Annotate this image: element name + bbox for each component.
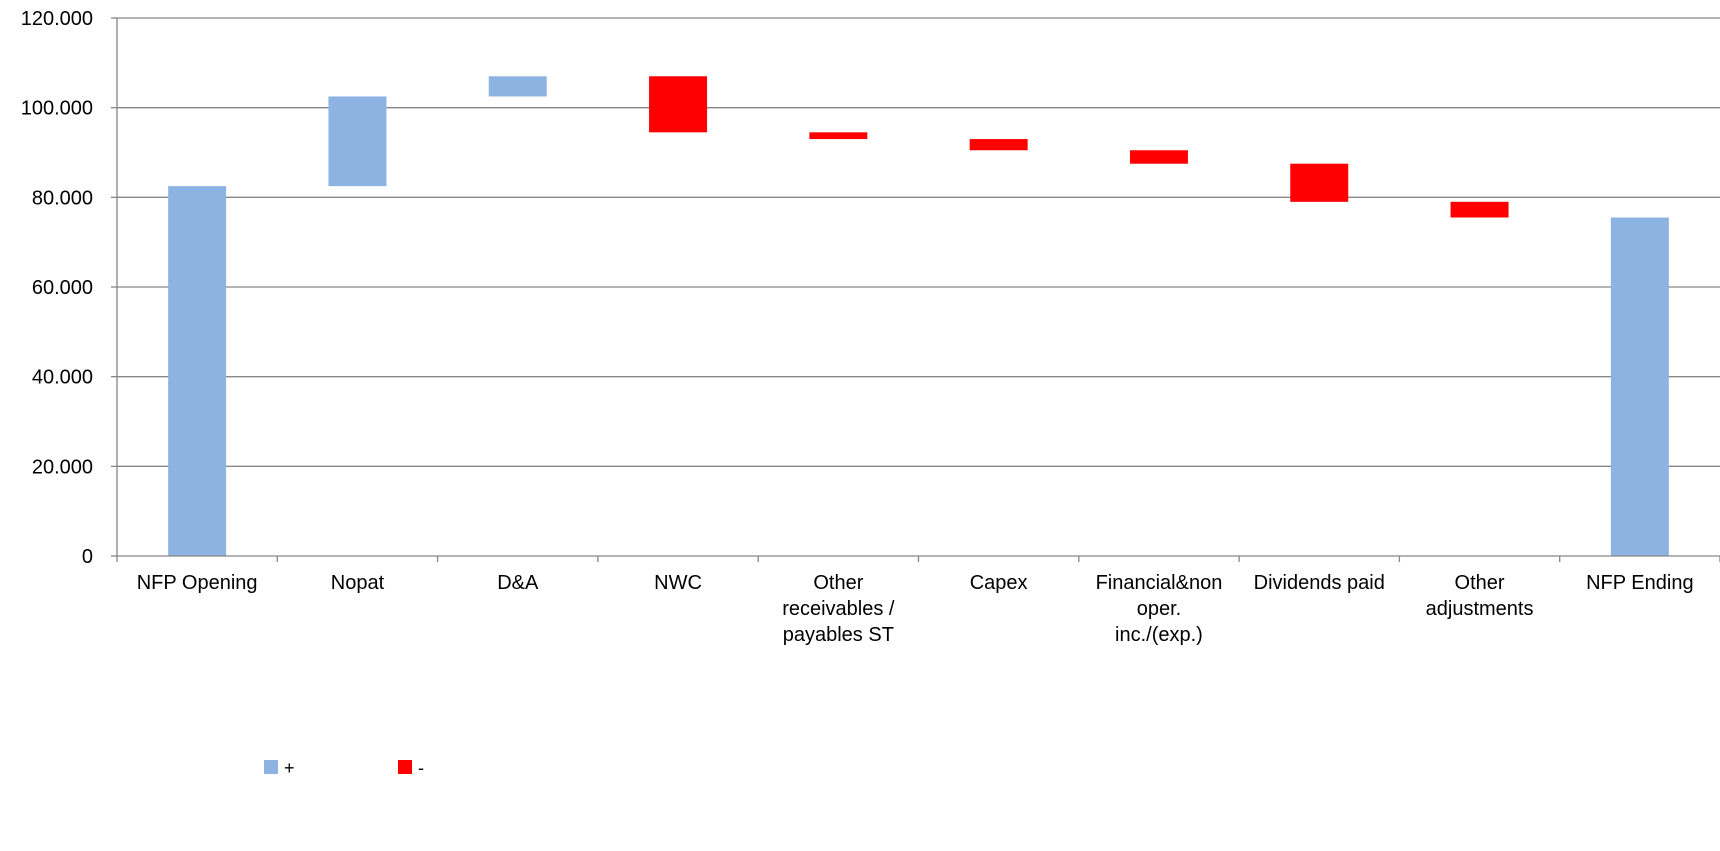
y-tick-labels: 0 20.000 40.000 60.000 80.000 100.000 120.000 — [21, 8, 93, 568]
bar — [649, 76, 708, 133]
axes — [111, 17, 1720, 562]
x-tick-label: NFP Ending — [1586, 572, 1693, 594]
bar — [1290, 163, 1349, 202]
legend-label: - — [418, 758, 424, 778]
y-tick-label: 60.000 — [32, 277, 93, 299]
x-tick-label: Financial&non oper. inc./(exp.) — [1096, 572, 1223, 646]
y-tick-label: 40.000 — [32, 367, 93, 389]
y-tick-label: 0 — [82, 546, 93, 568]
bar — [1450, 201, 1509, 218]
legend-swatch — [264, 760, 278, 774]
x-tick-label: NWC — [654, 572, 702, 594]
y-tick-label: 100.000 — [21, 98, 93, 120]
gridlines — [117, 17, 1720, 467]
bar — [1129, 150, 1188, 164]
legend-swatch — [398, 760, 412, 774]
legend: + - — [264, 758, 424, 778]
bar — [488, 76, 547, 97]
y-tick-label: 20.000 — [32, 456, 93, 478]
y-tick-label: 120.000 — [21, 8, 93, 30]
y-tick-label: 80.000 — [32, 187, 93, 209]
x-tick-label: D&A — [497, 572, 539, 594]
bar — [328, 96, 387, 187]
bar — [1610, 217, 1669, 556]
bar — [809, 132, 868, 140]
bar — [168, 186, 227, 556]
x-tick-label: Other adjustments — [1426, 572, 1534, 620]
x-tick-label: Capex — [970, 572, 1028, 594]
x-tick-label: Dividends paid — [1254, 572, 1385, 594]
bars — [168, 76, 1669, 556]
bar — [969, 139, 1028, 151]
x-tick-labels: NFP Opening Nopat D&A NWC Other receivables /… — [137, 572, 1694, 646]
legend-label: + — [284, 758, 295, 778]
x-tick-label: Other receivables / payables ST — [782, 572, 895, 646]
x-tick-label: Nopat — [331, 572, 385, 594]
x-tick-label: NFP Opening — [137, 572, 258, 594]
